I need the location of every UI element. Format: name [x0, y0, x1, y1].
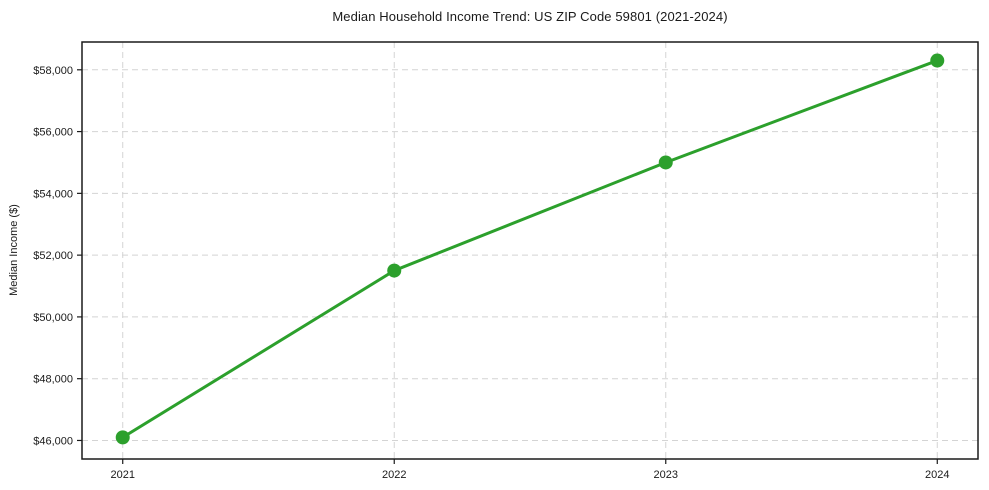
trend-line — [121, 59, 939, 439]
plot-border — [81, 41, 979, 460]
y-tick-label: $46,000 — [33, 435, 73, 447]
data-point-marker — [930, 53, 945, 68]
y-tick-label: $52,000 — [33, 250, 73, 262]
y-tick-label: $50,000 — [33, 312, 73, 324]
x-tick-label: 2024 — [925, 469, 949, 481]
y-tick-label: $54,000 — [33, 188, 73, 200]
x-tick-label: 2023 — [654, 469, 678, 481]
y-tick-label: $56,000 — [33, 127, 73, 139]
data-point-marker — [387, 263, 402, 278]
y-tick-label: $48,000 — [33, 374, 73, 386]
data-point-marker — [115, 430, 130, 445]
data-point-marker — [658, 155, 673, 170]
chart-title: Median Household Income Trend: US ZIP Co… — [332, 9, 728, 24]
x-tick-label: 2022 — [382, 469, 406, 481]
x-tick-label: 2021 — [110, 469, 134, 481]
y-tick-label: $58,000 — [33, 65, 73, 77]
